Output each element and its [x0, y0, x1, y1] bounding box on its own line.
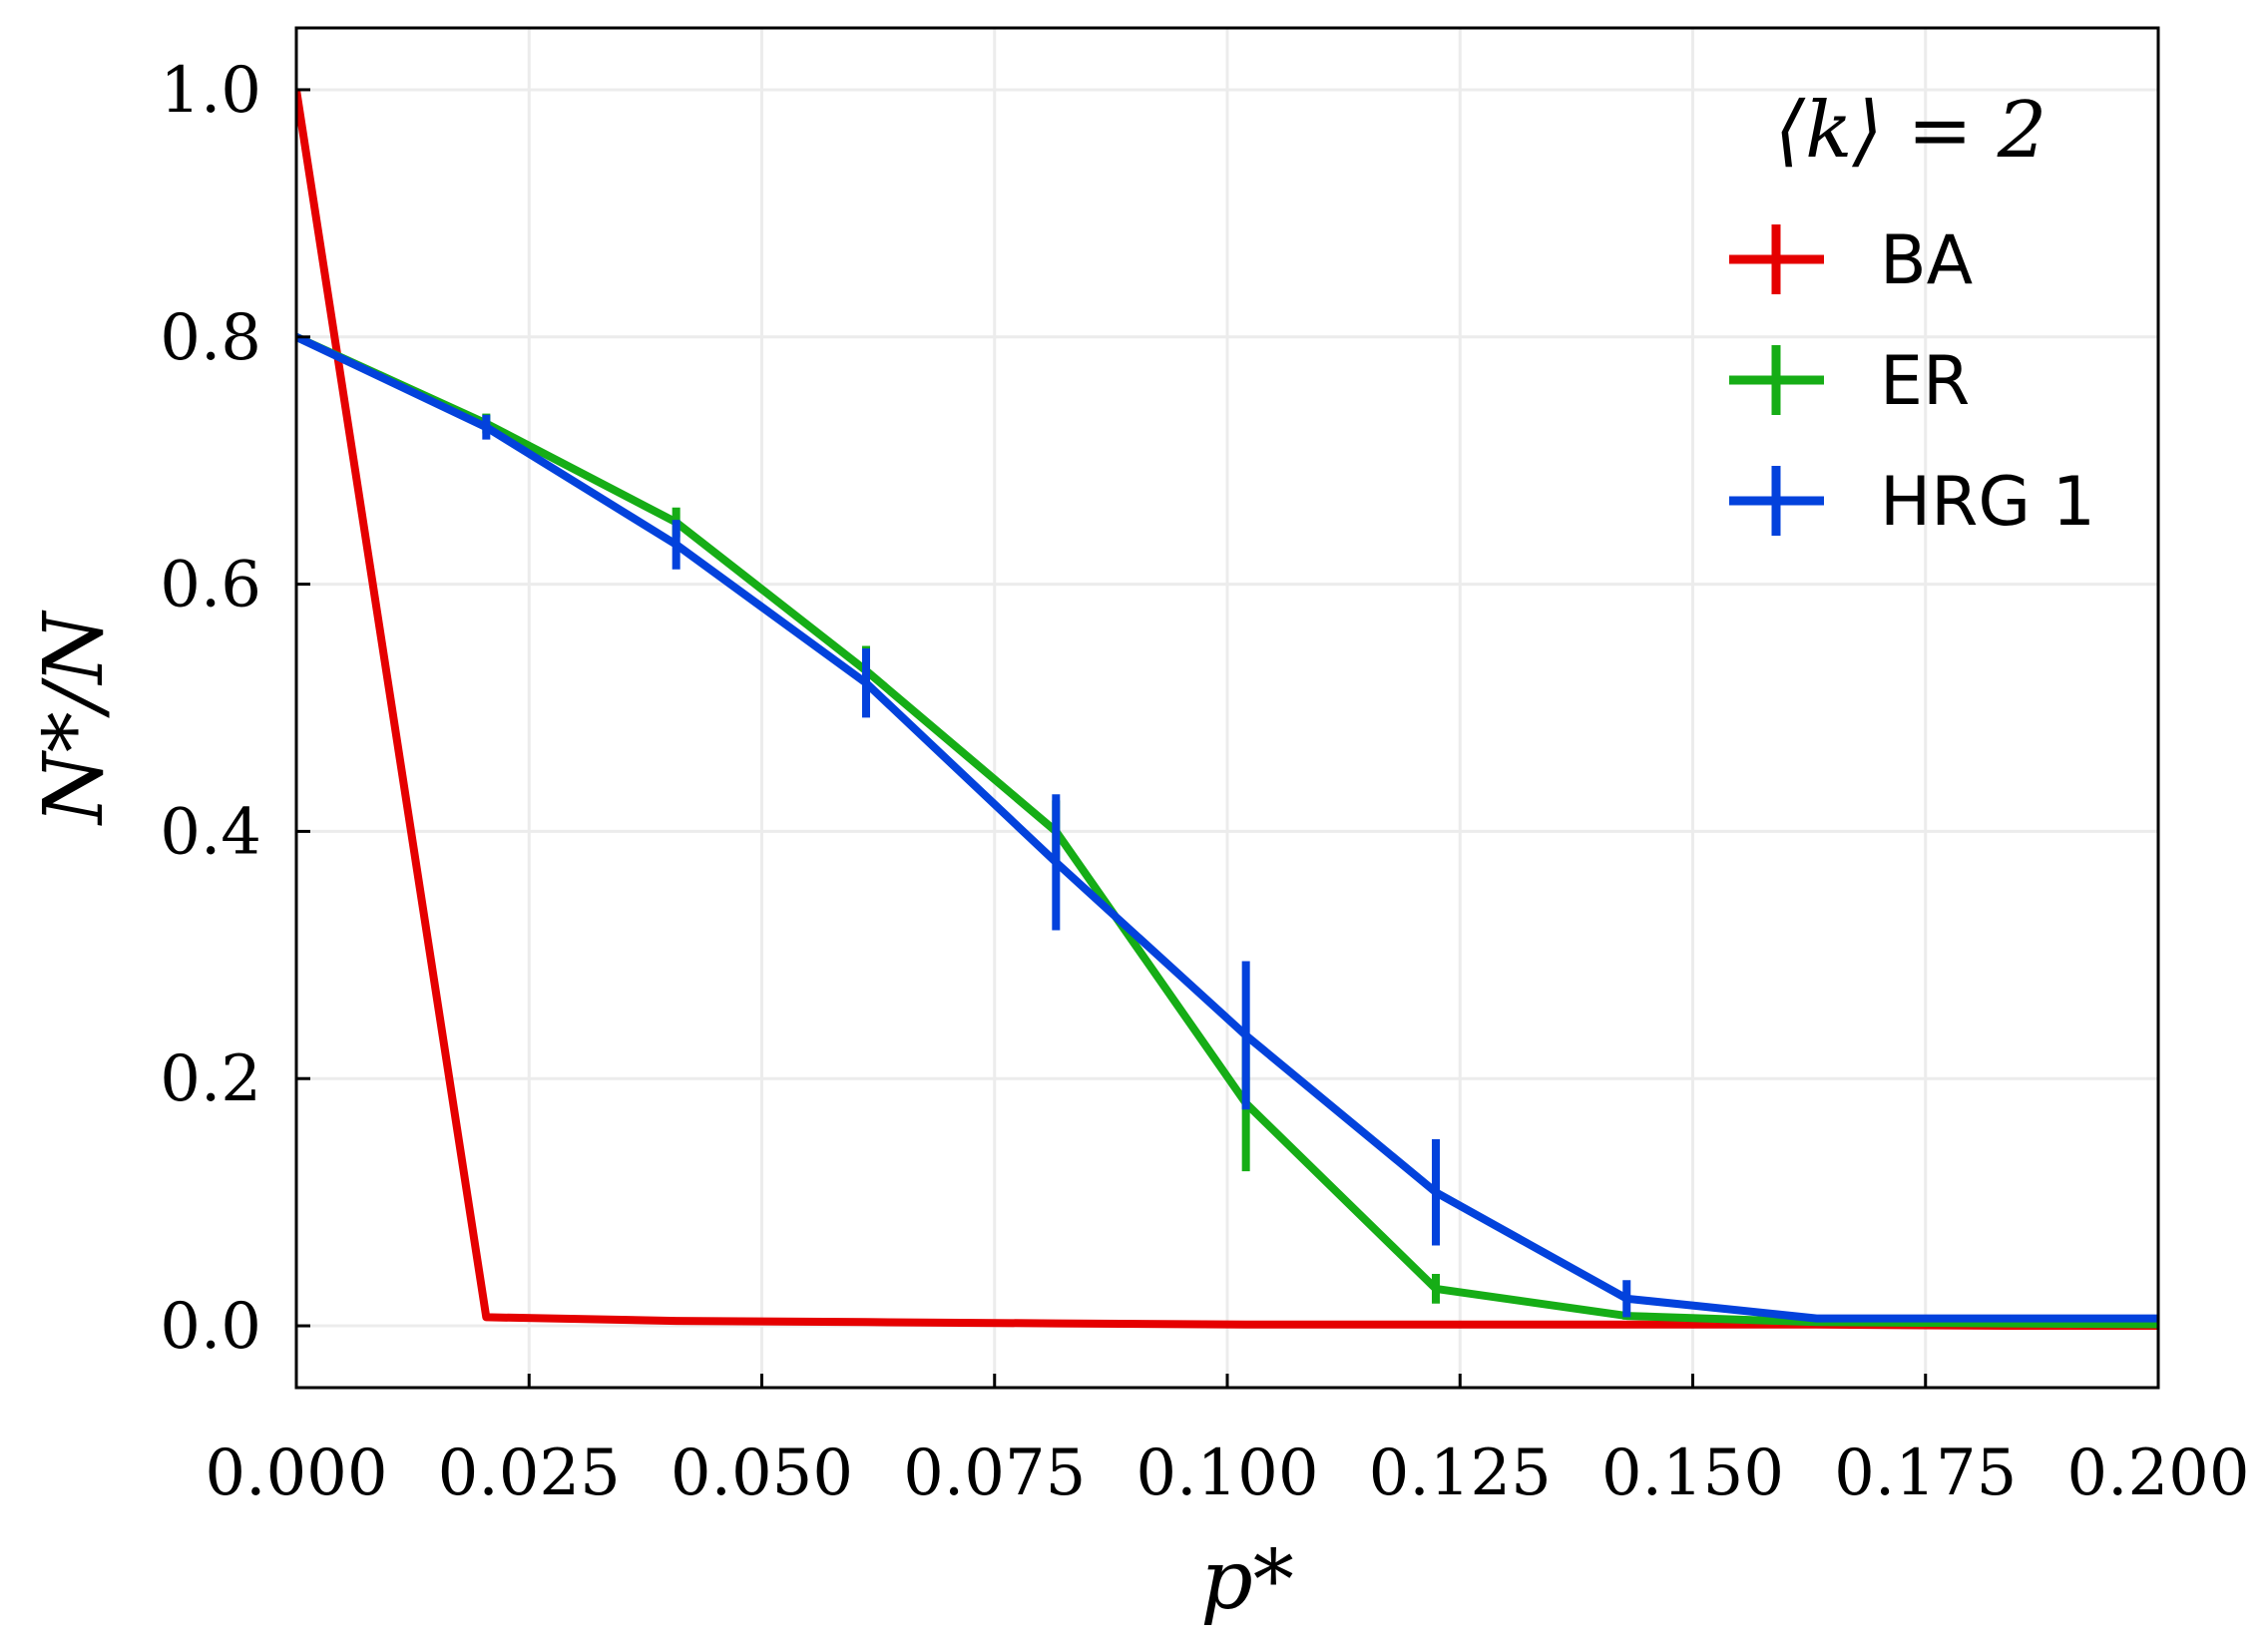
- x-tick-label: 0.000: [205, 1437, 387, 1510]
- x-axis-label: p*: [1200, 1533, 1294, 1628]
- y-tick-label: 1.0: [160, 54, 261, 128]
- series-layer: [296, 89, 2158, 1330]
- legend-label: BA: [1880, 221, 1973, 300]
- y-tick-label: 0.2: [160, 1042, 261, 1116]
- ticks: 0.000 0.025 0.050 0.075 0.100 0.125 0.150 0.175…: [160, 54, 2249, 1510]
- x-tick-label: 0.150: [1601, 1437, 1784, 1510]
- y-tick-label: 0.0: [160, 1290, 261, 1364]
- x-tick-label: 0.075: [903, 1437, 1086, 1510]
- y-axis-label: N*/N: [27, 610, 122, 826]
- y-tick-label: 0.8: [160, 301, 261, 375]
- legend: ⟨k⟩ = 2 BA ER HRG 1: [1729, 86, 2095, 542]
- x-tick-label: 0.200: [2066, 1437, 2249, 1510]
- legend-label: HRG 1: [1880, 463, 2095, 542]
- legend-label: ER: [1880, 342, 1970, 421]
- x-tick-label: 0.025: [438, 1437, 621, 1510]
- x-tick-label: 0.125: [1369, 1437, 1552, 1510]
- legend-item: BA: [1729, 221, 1973, 300]
- y-tick-label: 0.4: [160, 795, 261, 869]
- legend-item: HRG 1: [1729, 463, 2095, 542]
- y-tick-label: 0.6: [160, 549, 261, 622]
- x-tick-label: 0.100: [1135, 1437, 1318, 1510]
- x-tick-label: 0.050: [671, 1437, 853, 1510]
- legend-title: ⟨k⟩ = 2: [1775, 86, 2047, 176]
- x-tick-label: 0.175: [1834, 1437, 2017, 1510]
- series-hrg-1: [296, 333, 2158, 1323]
- legend-item: ER: [1729, 342, 1970, 421]
